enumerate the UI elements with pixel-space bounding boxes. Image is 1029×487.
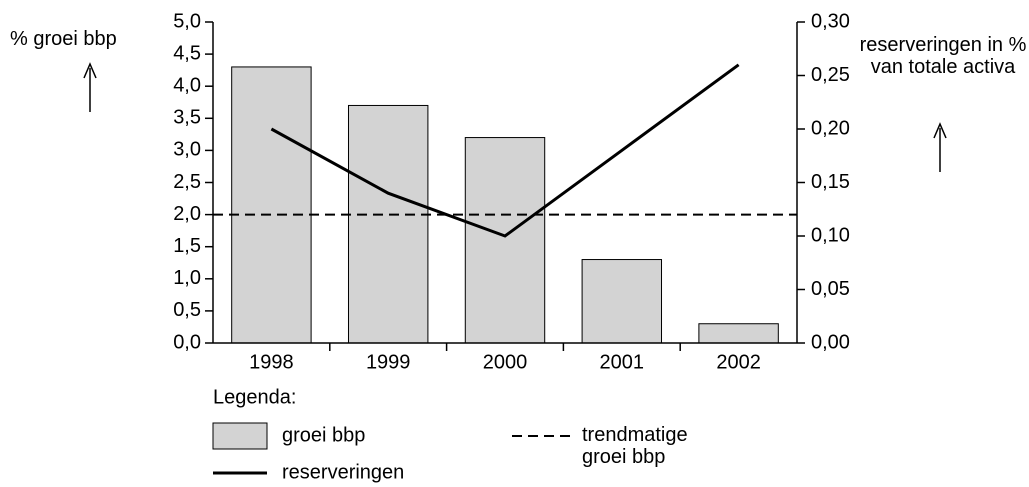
bar <box>464 137 546 344</box>
legend-label-box: trendmatige groei bbp <box>582 424 688 468</box>
legend-swatch <box>212 422 268 450</box>
x-tick-label: 1998 <box>249 351 294 373</box>
y2-tick-label: 0,10 <box>811 224 850 246</box>
bar <box>698 323 779 344</box>
y2-axis-label: reserveringen in % van totale activa <box>859 34 1027 78</box>
x-tick-label: 1999 <box>366 351 411 373</box>
y-tick-label: 1,5 <box>173 235 201 257</box>
y-tick-label: 1,0 <box>173 267 201 289</box>
y-tick-label: 2,0 <box>173 203 201 225</box>
y2-tick-label: 0,30 <box>811 10 850 32</box>
y-tick-label: 4,0 <box>173 74 201 96</box>
y-tick-label: 3,0 <box>173 139 201 161</box>
x-tick-label: 2000 <box>483 351 528 373</box>
y-axis-label: % groei bbp <box>10 28 117 50</box>
arrow-head <box>933 122 947 139</box>
y-tick-label: 2,5 <box>173 171 201 193</box>
y-tick-label: 3,5 <box>173 107 201 129</box>
line <box>270 63 740 238</box>
legend-label: trendmatige groei bbp <box>582 424 688 468</box>
legend-label: reserveringen <box>282 461 404 483</box>
y-tick-label: 5,0 <box>173 10 201 32</box>
y2-tick-label: 0,00 <box>811 331 850 353</box>
y-tick-label: 4,5 <box>173 42 201 64</box>
y-axis-label-box: % groei bbp <box>10 28 117 50</box>
x-tick-label: 2002 <box>716 351 761 373</box>
y2-tick-label: 0,25 <box>811 64 850 86</box>
y2-tick-label: 0,15 <box>811 171 850 193</box>
y-tick-label: 0,0 <box>173 331 201 353</box>
y2-tick-label: 0,05 <box>811 278 850 300</box>
y2-tick-label: 0,20 <box>811 117 850 139</box>
y-tick-label: 0,5 <box>173 299 201 321</box>
y2-axis-label-box: reserveringen in % van totale activa <box>859 34 1027 78</box>
legend-label: groei bbp <box>282 424 365 446</box>
bar <box>581 259 663 344</box>
bar <box>231 66 312 344</box>
arrow-head <box>83 62 97 79</box>
legend-title: Legenda: <box>213 386 296 408</box>
x-tick-label: 2001 <box>600 351 645 373</box>
bar <box>347 104 429 344</box>
